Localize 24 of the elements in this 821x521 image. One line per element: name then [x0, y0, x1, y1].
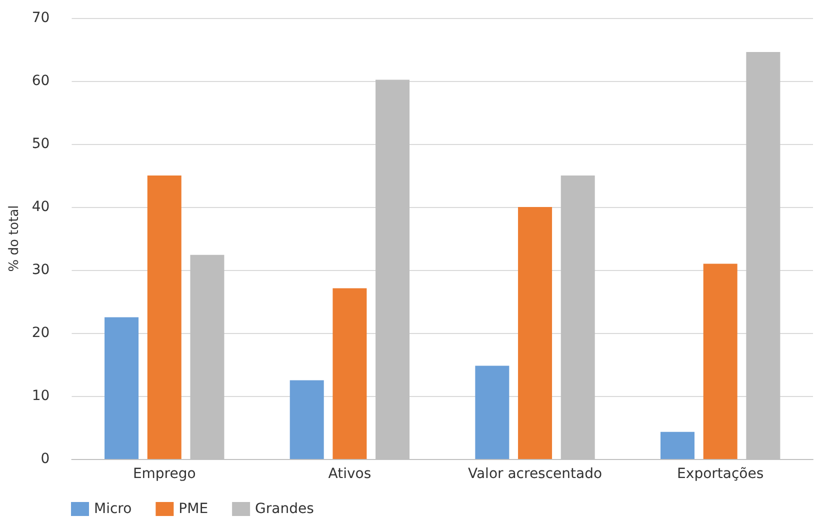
- x-tick-label: Emprego: [132, 466, 196, 482]
- x-tick-label: Exportações: [677, 466, 764, 482]
- y-tick-label: 20: [32, 325, 50, 341]
- y-tick-label: 0: [40, 451, 50, 467]
- y-tick-label: 40: [32, 199, 50, 215]
- legend-label: Grandes: [255, 501, 314, 517]
- bar: [518, 207, 552, 459]
- y-tick-label: 10: [32, 388, 50, 404]
- legend-label: Micro: [94, 501, 132, 517]
- x-tick-label: Ativos: [328, 466, 372, 482]
- bar: [660, 432, 694, 459]
- bar: [332, 288, 367, 459]
- y-tick-label: 50: [32, 136, 50, 152]
- y-tick-label: 30: [32, 262, 50, 278]
- bar: [147, 176, 182, 459]
- bar: [290, 380, 324, 459]
- y-tick-label: 70: [32, 10, 50, 26]
- bar: [475, 366, 510, 459]
- y-tick-label: 60: [32, 73, 50, 89]
- bar: [104, 317, 139, 459]
- y-axis-title: % do total: [7, 205, 22, 272]
- x-tick-label: Valor acrescentado: [468, 466, 602, 482]
- bar: [703, 264, 738, 459]
- legend-label: PME: [178, 501, 208, 517]
